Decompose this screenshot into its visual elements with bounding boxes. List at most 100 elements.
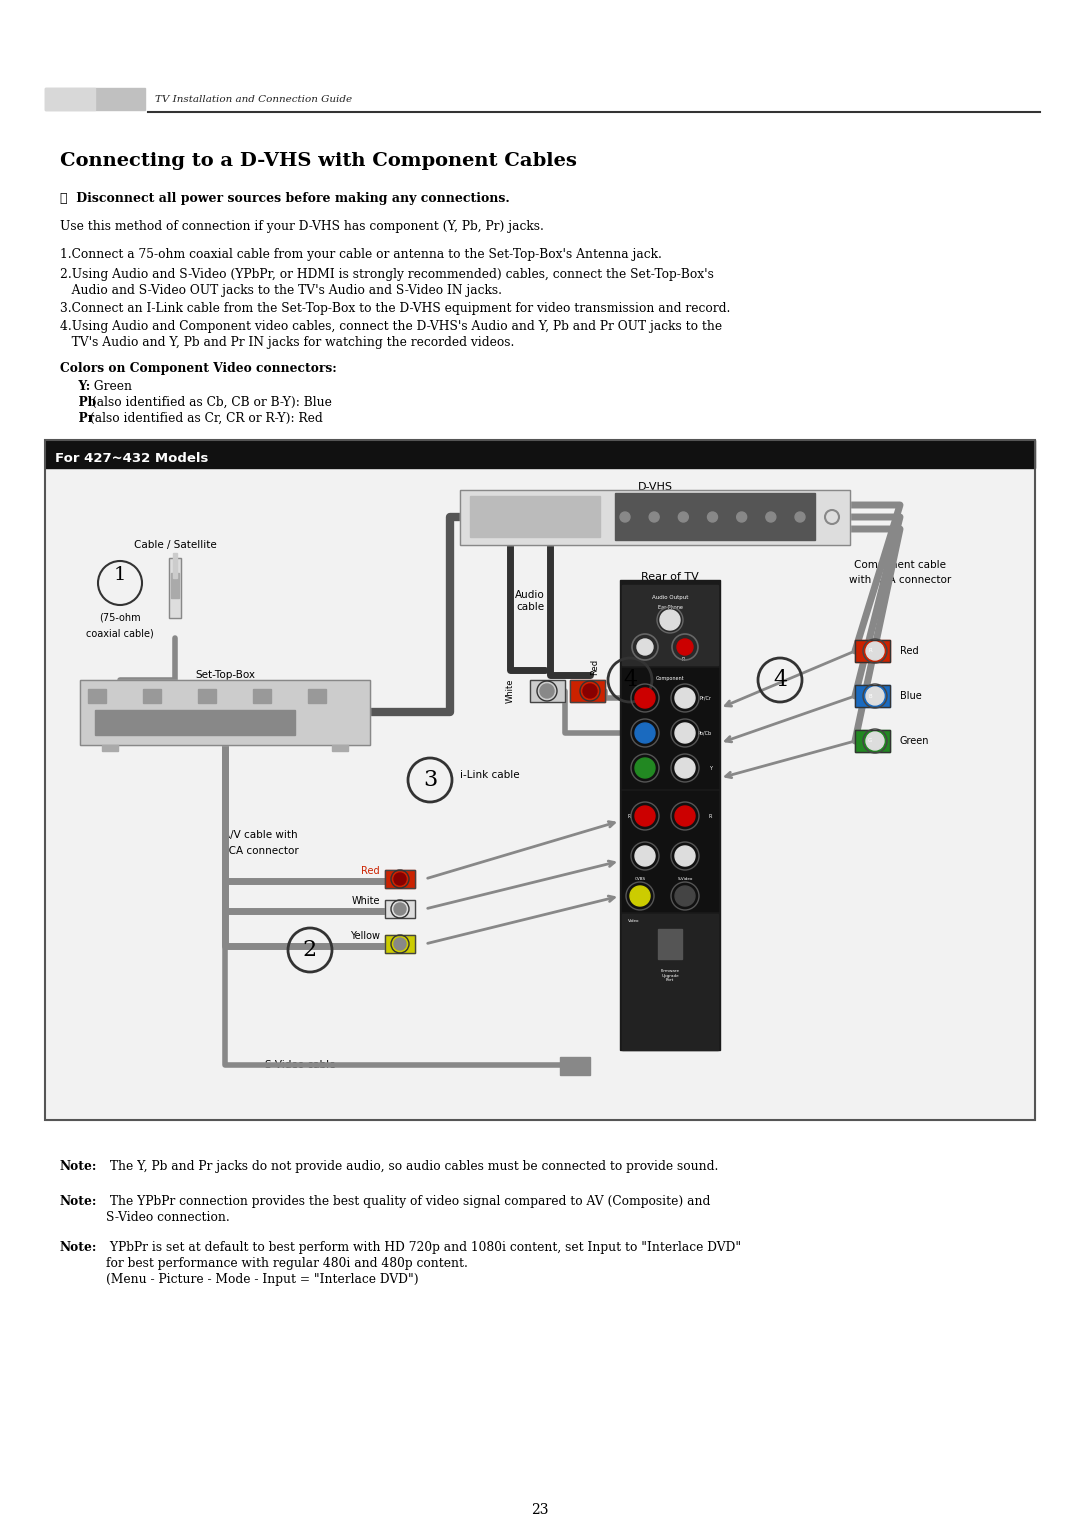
Text: D-VHS: D-VHS — [637, 482, 673, 492]
Bar — [460, 489, 850, 545]
Text: Colors on Component Video connectors:: Colors on Component Video connectors: — [60, 362, 337, 374]
Bar — [530, 680, 565, 703]
Text: TV Installation and Connection Guide: TV Installation and Connection Guide — [156, 95, 352, 104]
Circle shape — [660, 611, 680, 630]
Text: Pr/Cr: Pr/Cr — [700, 695, 712, 701]
Text: (also identified as Cr, CR or R-Y): Red: (also identified as Cr, CR or R-Y): Red — [86, 413, 323, 425]
Bar — [855, 640, 890, 663]
Bar — [45, 87, 95, 110]
Bar — [384, 870, 415, 888]
Bar — [45, 468, 1035, 1120]
Text: Use this method of connection if your D-VHS has component (Y, Pb, Pr) jacks.: Use this method of connection if your D-… — [60, 219, 544, 233]
Text: A/V cable with: A/V cable with — [222, 830, 297, 841]
Text: Component cable: Component cable — [854, 560, 946, 571]
Bar — [561, 1057, 590, 1075]
Text: 3: 3 — [423, 769, 437, 792]
Circle shape — [394, 904, 406, 914]
Circle shape — [675, 887, 696, 907]
Circle shape — [675, 689, 696, 709]
Bar — [168, 558, 181, 618]
Text: The Y, Pb and Pr jacks do not provide audio, so audio cables must be connected t: The Y, Pb and Pr jacks do not provide au… — [106, 1160, 718, 1174]
Bar — [143, 689, 161, 703]
Text: S-Video: S-Video — [677, 877, 692, 881]
Text: R: R — [708, 813, 712, 819]
Text: Green: Green — [900, 736, 930, 746]
Text: (Menu - Picture - Mode - Input = "Interlace DVD"): (Menu - Picture - Mode - Input = "Interl… — [106, 1273, 419, 1285]
Bar — [460, 489, 850, 545]
Bar — [570, 680, 605, 703]
Circle shape — [707, 512, 717, 522]
Text: 2.Using Audio and S-Video (YPbPr, or HDMI is strongly recommended) cables, conne: 2.Using Audio and S-Video (YPbPr, or HDM… — [60, 268, 714, 281]
Text: G: G — [868, 738, 873, 744]
Circle shape — [795, 512, 805, 522]
Text: 1.Connect a 75-ohm coaxial cable from your cable or antenna to the Set-Top-Box's: 1.Connect a 75-ohm coaxial cable from yo… — [60, 249, 662, 261]
Bar — [622, 584, 718, 666]
Circle shape — [635, 723, 654, 742]
Text: Note:: Note: — [60, 1160, 97, 1174]
Text: i-Link cable: i-Link cable — [460, 770, 519, 779]
Text: Note:: Note: — [60, 1195, 97, 1207]
Bar — [855, 686, 890, 707]
Text: Red: Red — [900, 646, 919, 657]
Circle shape — [866, 643, 885, 660]
Text: The YPbPr connection provides the best quality of video signal compared to AV (C: The YPbPr connection provides the best q… — [106, 1195, 711, 1207]
Bar — [855, 730, 890, 752]
Text: For 427~432 Models: For 427~432 Models — [55, 451, 208, 465]
Bar — [45, 87, 145, 110]
Text: Yellow: Yellow — [350, 931, 380, 940]
Text: 4.Using Audio and Component video cables, connect the D-VHS's Audio and Y, Pb an: 4.Using Audio and Component video cables… — [60, 321, 723, 333]
Bar — [384, 900, 415, 917]
Text: Y:: Y: — [70, 380, 91, 393]
Circle shape — [675, 758, 696, 778]
Circle shape — [394, 937, 406, 950]
Bar — [332, 746, 348, 752]
Bar — [855, 686, 890, 707]
Text: Pr: Pr — [70, 413, 94, 425]
Text: Rear of TV: Rear of TV — [642, 572, 699, 581]
Text: Component: Component — [656, 676, 685, 681]
Circle shape — [635, 845, 654, 867]
Text: Video: Video — [627, 919, 639, 923]
Text: R: R — [868, 649, 872, 653]
Circle shape — [540, 684, 554, 698]
Bar — [87, 689, 106, 703]
Bar — [620, 580, 720, 1049]
Circle shape — [583, 684, 597, 698]
Bar — [622, 914, 718, 1049]
Text: Red: Red — [591, 660, 599, 675]
Text: White: White — [351, 896, 380, 907]
Bar — [658, 930, 681, 959]
Text: (also identified as Cb, CB or B-Y): Blue: (also identified as Cb, CB or B-Y): Blue — [87, 396, 332, 410]
Text: B: B — [868, 693, 872, 698]
Text: Blue: Blue — [900, 690, 921, 701]
Bar — [95, 710, 295, 735]
Circle shape — [635, 758, 654, 778]
Text: Audio Output: Audio Output — [652, 595, 688, 600]
Circle shape — [649, 512, 659, 522]
Text: Set-Top-Box: Set-Top-Box — [195, 670, 255, 680]
Text: Connecting to a D-VHS with Component Cables: Connecting to a D-VHS with Component Cab… — [60, 152, 577, 170]
Bar — [45, 440, 1035, 468]
Bar — [530, 680, 565, 703]
Text: S Video cable: S Video cable — [265, 1060, 335, 1071]
Bar — [570, 680, 605, 703]
Bar — [308, 689, 326, 703]
Text: Red: Red — [362, 867, 380, 876]
Bar — [384, 936, 415, 953]
Bar — [855, 640, 890, 663]
Bar — [80, 680, 370, 746]
Circle shape — [675, 723, 696, 742]
Text: 3.Connect an I-Link cable from the Set-Top-Box to the D-VHS equipment for video : 3.Connect an I-Link cable from the Set-T… — [60, 302, 730, 314]
Text: Ear Phone: Ear Phone — [658, 604, 683, 611]
Circle shape — [678, 512, 688, 522]
Circle shape — [675, 845, 696, 867]
Circle shape — [635, 689, 654, 709]
Bar — [855, 730, 890, 752]
Text: RCA connector: RCA connector — [221, 845, 298, 856]
Text: 1: 1 — [113, 566, 126, 584]
Text: Audio
cable: Audio cable — [515, 591, 545, 612]
Text: ⚠  Disconnect all power sources before making any connections.: ⚠ Disconnect all power sources before ma… — [60, 192, 510, 206]
Bar — [80, 680, 370, 746]
Text: R: R — [627, 813, 632, 819]
Text: 4: 4 — [773, 669, 787, 690]
